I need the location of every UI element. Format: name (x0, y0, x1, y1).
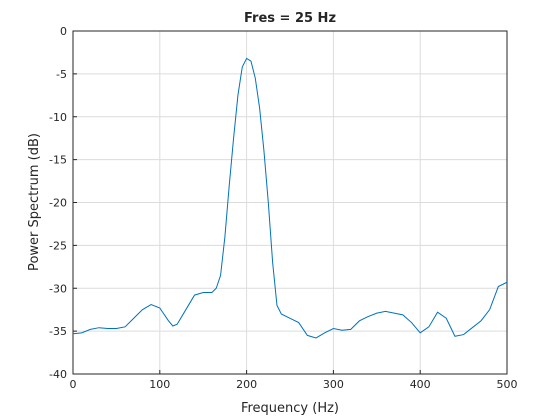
y-tick-label: -20 (49, 197, 67, 210)
y-tick-label: -30 (49, 282, 67, 295)
y-tick-label: -5 (56, 68, 67, 81)
x-tick-label: 300 (323, 378, 344, 391)
y-tick-label: -35 (49, 325, 67, 338)
y-tick-label: -40 (49, 368, 67, 381)
y-tick-label: 0 (60, 25, 67, 38)
x-tick-label: 200 (236, 378, 257, 391)
y-tick-label: -10 (49, 111, 67, 124)
y-axis-label: Power Spectrum (dB) (27, 133, 42, 271)
x-tick-label: 100 (149, 378, 170, 391)
line (72, 57, 508, 339)
x-tick-label: 500 (497, 378, 518, 391)
y-tick-label: -15 (49, 154, 67, 167)
x-tick-label: 0 (70, 378, 77, 391)
x-tick-label: 400 (410, 378, 431, 391)
y-tick-label: -25 (49, 239, 67, 252)
x-axis-label: Frequency (Hz) (241, 401, 339, 416)
plot-frame (72, 30, 508, 375)
chart-title: Fres = 25 Hz (244, 11, 336, 26)
